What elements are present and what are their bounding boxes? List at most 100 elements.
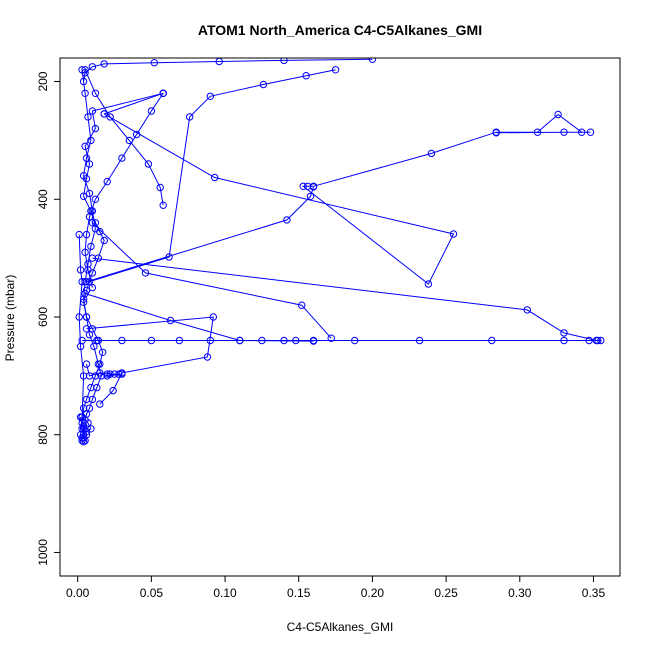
data-point <box>159 89 167 98</box>
y-axis: 200 400 600 800 1000 <box>36 71 61 566</box>
y-tick-label: 200 <box>36 71 50 91</box>
data-point <box>88 63 97 71</box>
data-point <box>106 113 114 121</box>
series-layer <box>75 58 605 446</box>
data-point <box>118 336 126 345</box>
data-point <box>78 278 86 286</box>
data-point <box>118 370 126 378</box>
plot-frame <box>59 57 621 577</box>
data-point <box>88 283 97 292</box>
data-point <box>79 77 88 86</box>
data-point <box>82 313 91 321</box>
series-line <box>104 92 164 115</box>
data-point <box>302 72 310 80</box>
data-point <box>594 336 602 345</box>
data-point <box>82 175 91 183</box>
data-point <box>309 183 318 191</box>
data-point <box>211 173 219 182</box>
data-point <box>280 58 288 65</box>
data-point <box>299 182 307 191</box>
data-point <box>283 216 291 224</box>
data-point <box>298 301 306 309</box>
data-point <box>175 336 184 345</box>
data-point <box>96 360 104 368</box>
data-point <box>578 128 586 136</box>
series-line <box>84 293 314 342</box>
x-tick-label: 0.35 <box>582 586 606 600</box>
x-axis-label: C4-C5Alkanes_GMI <box>287 620 394 634</box>
data-point <box>100 60 108 68</box>
data-point <box>75 313 83 321</box>
data-point <box>99 348 107 356</box>
data-point <box>560 329 568 337</box>
data-point <box>159 201 167 209</box>
series-line <box>86 186 314 283</box>
data-point <box>106 370 114 378</box>
data-point <box>125 136 134 145</box>
data-point <box>82 395 91 404</box>
data-point <box>85 189 94 198</box>
x-tick-label: 0.00 <box>66 586 90 600</box>
data-point <box>492 129 500 137</box>
x-tick-label: 0.15 <box>287 586 311 600</box>
data-point <box>488 336 496 345</box>
data-point <box>85 331 94 339</box>
data-point <box>560 336 568 345</box>
data-point <box>90 342 98 351</box>
data-point <box>415 336 424 345</box>
data-point <box>150 59 159 67</box>
data-point <box>81 89 89 98</box>
x-tick-label: 0.10 <box>213 586 237 600</box>
series-line <box>84 69 164 206</box>
data-point <box>91 124 100 133</box>
data-point <box>427 149 436 158</box>
data-point <box>100 110 108 118</box>
data-point <box>156 183 164 192</box>
data-point <box>351 336 359 345</box>
data-point <box>82 278 91 286</box>
data-point <box>109 386 117 395</box>
data-point <box>82 154 91 162</box>
data-point <box>586 128 595 136</box>
series-line <box>89 69 336 283</box>
data-point <box>554 110 562 119</box>
data-point <box>85 160 94 168</box>
data-point <box>523 306 531 314</box>
data-point <box>93 336 101 345</box>
data-point <box>597 336 605 345</box>
data-point <box>91 89 100 98</box>
data-point <box>144 160 153 168</box>
data-point <box>88 107 97 115</box>
data-point <box>186 113 194 121</box>
data-point <box>147 107 156 115</box>
data-point <box>82 230 91 239</box>
data-point <box>88 219 97 227</box>
data-point <box>368 58 377 63</box>
data-point <box>78 413 86 421</box>
series-line <box>83 58 373 82</box>
data-point <box>147 336 156 345</box>
data-point <box>82 325 91 333</box>
data-point <box>331 66 340 74</box>
x-tick-label: 0.30 <box>508 586 532 600</box>
data-point <box>103 370 111 378</box>
data-point <box>79 422 88 430</box>
x-tick-label: 0.25 <box>434 586 458 600</box>
data-point <box>84 113 92 121</box>
y-tick-label: 1000 <box>36 539 50 566</box>
data-point <box>76 342 85 351</box>
data-point <box>118 154 126 162</box>
data-point <box>115 370 123 378</box>
data-point <box>96 369 104 377</box>
data-point <box>560 128 568 136</box>
y-tick-label: 600 <box>36 307 50 327</box>
data-point <box>533 128 542 136</box>
x-tick-label: 0.05 <box>140 586 164 600</box>
y-tick-label: 800 <box>36 424 50 444</box>
data-point <box>88 254 97 262</box>
data-point <box>100 236 108 245</box>
data-point <box>79 192 88 201</box>
x-tick-label: 0.20 <box>361 586 385 600</box>
data-point <box>81 142 89 151</box>
